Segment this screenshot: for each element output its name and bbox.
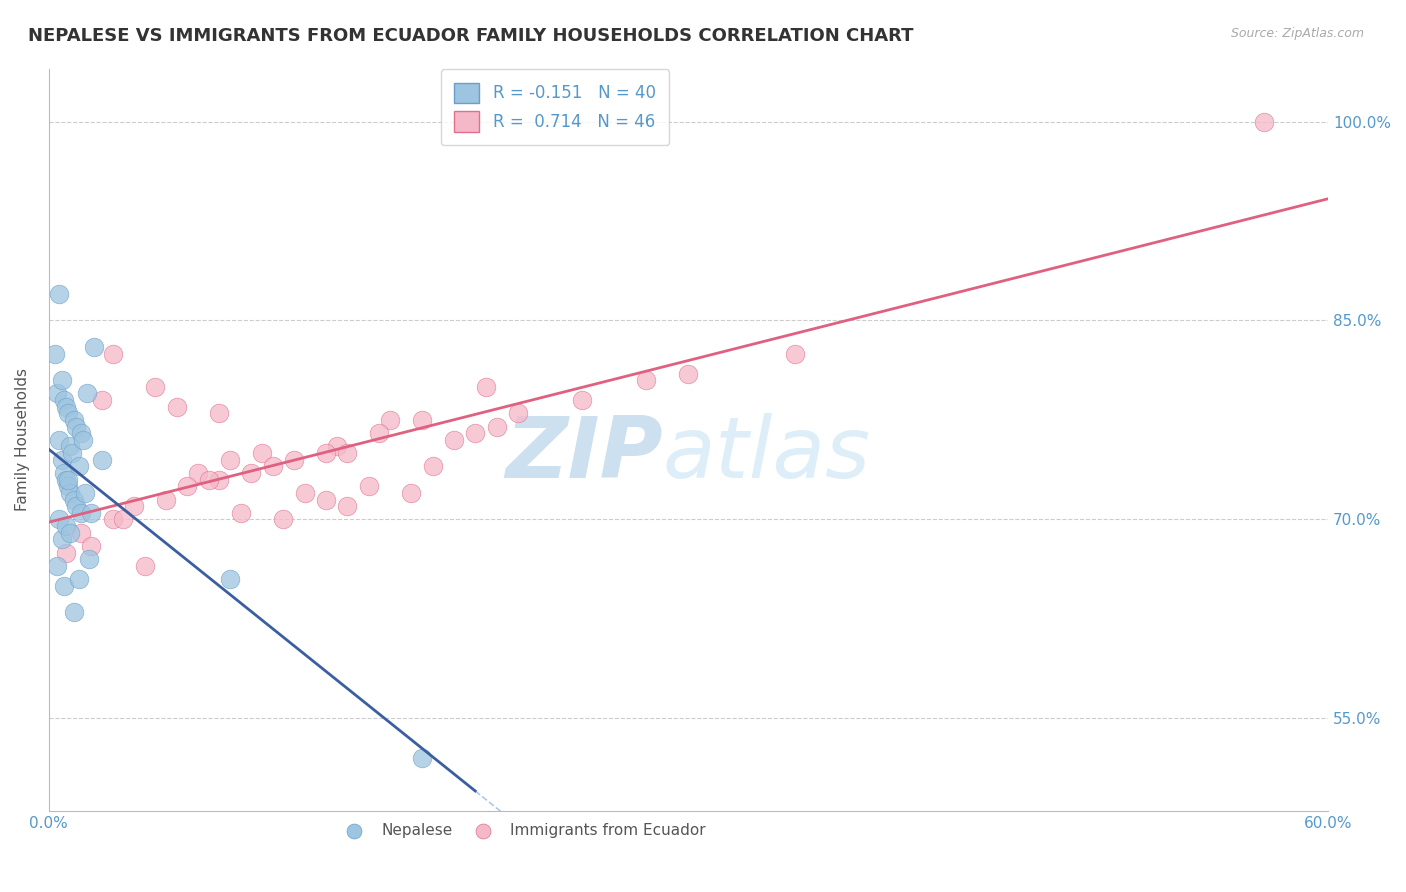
Point <box>76 386 98 401</box>
Point <box>48 433 70 447</box>
Point <box>1253 114 1275 128</box>
Point <box>67 572 90 586</box>
Point <box>422 459 444 474</box>
Point <box>357 479 380 493</box>
Point <box>55 519 77 533</box>
Text: Source: ZipAtlas.com: Source: ZipAtlas.com <box>1230 27 1364 40</box>
Point <box>315 492 337 507</box>
Point <box>63 605 86 619</box>
Point <box>240 466 263 480</box>
Point <box>336 499 359 513</box>
Point <box>52 466 75 480</box>
Point <box>443 433 465 447</box>
Point <box>55 400 77 414</box>
Point <box>56 473 79 487</box>
Point <box>63 413 86 427</box>
Point <box>80 506 103 520</box>
Point <box>65 499 87 513</box>
Point <box>250 446 273 460</box>
Point <box>60 446 83 460</box>
Y-axis label: Family Households: Family Households <box>15 368 30 511</box>
Point <box>59 440 82 454</box>
Point <box>51 373 73 387</box>
Point <box>56 406 79 420</box>
Point <box>219 572 242 586</box>
Point <box>77 552 100 566</box>
Point <box>69 525 91 540</box>
Point <box>52 579 75 593</box>
Point <box>48 287 70 301</box>
Point <box>83 340 105 354</box>
Point <box>208 406 231 420</box>
Point <box>134 558 156 573</box>
Point <box>48 512 70 526</box>
Point <box>67 459 90 474</box>
Point <box>69 426 91 441</box>
Point <box>73 486 96 500</box>
Text: atlas: atlas <box>662 413 870 496</box>
Point <box>122 499 145 513</box>
Point <box>283 452 305 467</box>
Point <box>91 452 114 467</box>
Point <box>72 433 94 447</box>
Point <box>80 539 103 553</box>
Point <box>678 367 700 381</box>
Point <box>55 545 77 559</box>
Point <box>208 473 231 487</box>
Point <box>219 452 242 467</box>
Point <box>271 512 294 526</box>
Point <box>262 459 284 474</box>
Point <box>52 393 75 408</box>
Point <box>55 473 77 487</box>
Point <box>315 446 337 460</box>
Point <box>783 346 806 360</box>
Point <box>475 380 498 394</box>
Point <box>69 506 91 520</box>
Point <box>65 419 87 434</box>
Point <box>229 506 252 520</box>
Point <box>145 380 167 394</box>
Point <box>59 486 82 500</box>
Point <box>336 446 359 460</box>
Legend: Nepalese, Immigrants from Ecuador: Nepalese, Immigrants from Ecuador <box>332 817 711 845</box>
Point <box>378 413 401 427</box>
Point <box>46 558 69 573</box>
Point <box>634 373 657 387</box>
Point <box>112 512 135 526</box>
Point <box>51 533 73 547</box>
Point <box>155 492 177 507</box>
Point <box>294 486 316 500</box>
Point <box>59 525 82 540</box>
Point <box>51 452 73 467</box>
Point <box>485 419 508 434</box>
Text: ZIP: ZIP <box>505 413 662 496</box>
Point <box>176 479 198 493</box>
Point <box>63 492 86 507</box>
Point <box>44 346 66 360</box>
Point <box>101 346 124 360</box>
Point <box>166 400 188 414</box>
Point <box>197 473 219 487</box>
Point <box>506 406 529 420</box>
Point <box>464 426 486 441</box>
Point <box>187 466 209 480</box>
Point <box>91 393 114 408</box>
Point <box>101 512 124 526</box>
Text: NEPALESE VS IMMIGRANTS FROM ECUADOR FAMILY HOUSEHOLDS CORRELATION CHART: NEPALESE VS IMMIGRANTS FROM ECUADOR FAMI… <box>28 27 914 45</box>
Point <box>411 751 433 765</box>
Point <box>46 386 69 401</box>
Point <box>399 486 422 500</box>
Point <box>325 440 347 454</box>
Point <box>411 413 433 427</box>
Point <box>56 479 79 493</box>
Point <box>368 426 391 441</box>
Point <box>571 393 593 408</box>
